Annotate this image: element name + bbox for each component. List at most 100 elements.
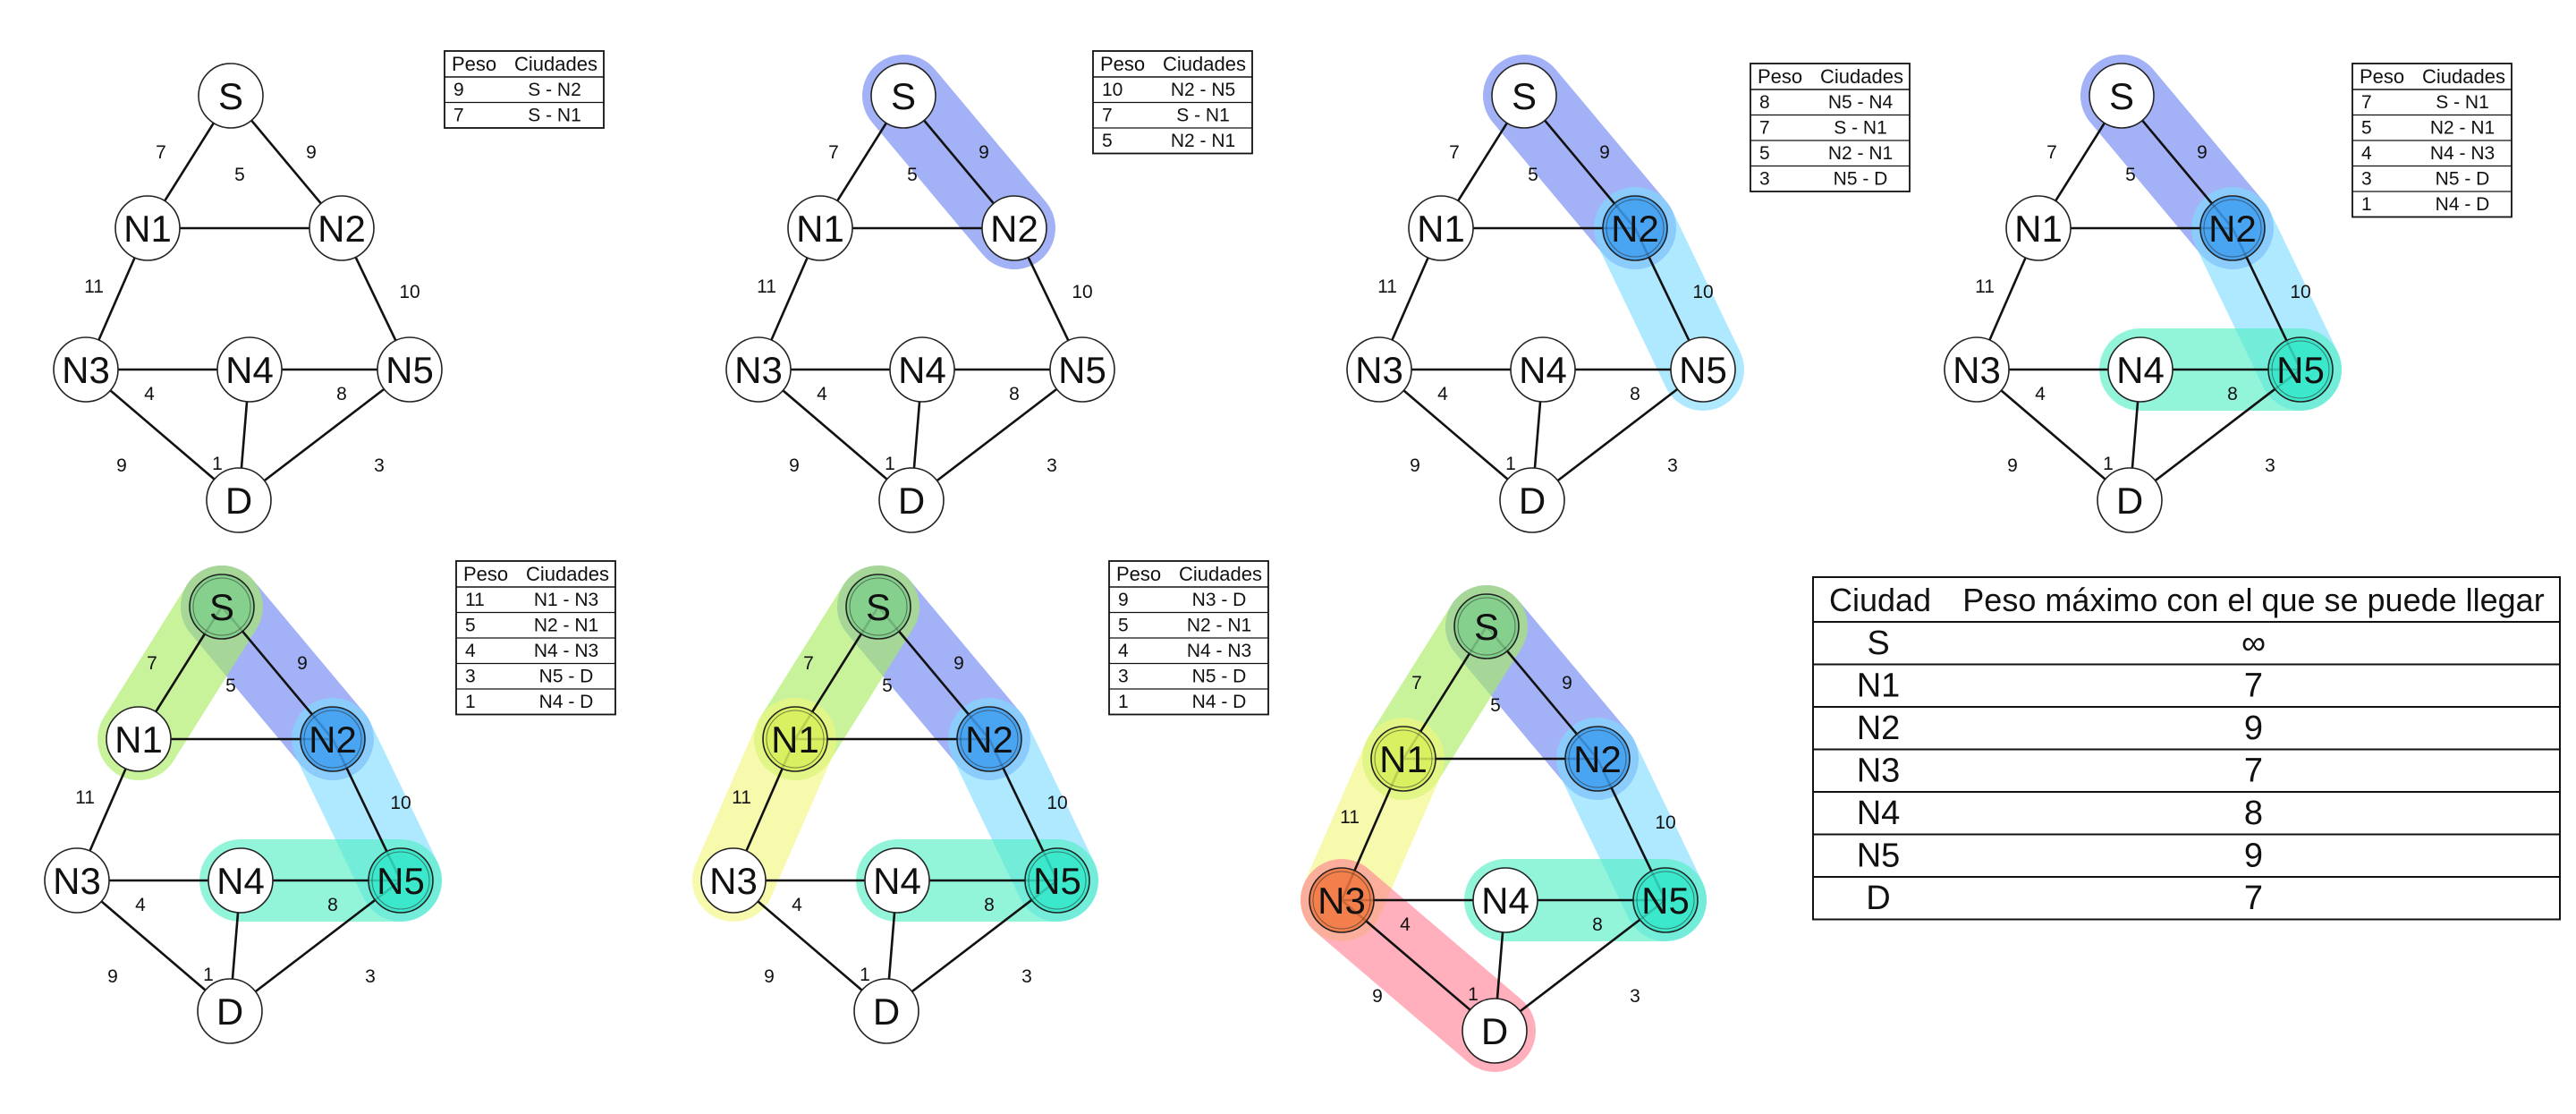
node-label-N1: N1: [114, 719, 163, 761]
table-cell-weight: 7: [2361, 92, 2372, 113]
node-ring-S: [1457, 597, 1516, 656]
table-header-weight: Peso: [1758, 65, 1802, 88]
table-cell-weight: 4: [465, 641, 476, 661]
table-cell-cities: S - N1: [528, 106, 581, 126]
edge-weight-S-N1: 7: [803, 653, 814, 674]
node-N5: [1670, 336, 1736, 403]
node-S: [870, 63, 936, 129]
edge-N3-D: [758, 369, 912, 501]
result-table: Ciudad Peso máximo con el que se puede ll…: [1812, 576, 2561, 921]
edge-weight-N4-D: 1: [1468, 984, 1479, 1005]
node-N2: [309, 195, 375, 261]
edge-weight-N2-N5: 10: [399, 282, 419, 302]
node-N1: [1370, 726, 1436, 792]
node-label-N2: N2: [318, 208, 366, 250]
node-D: [206, 467, 272, 533]
edge-N5-D: [911, 368, 1083, 502]
table-cell-cities: N2 - N1: [1171, 131, 1235, 151]
node-label-N4: N4: [898, 349, 946, 391]
node-D: [853, 978, 919, 1044]
table-cell-weight: 11: [465, 590, 485, 610]
table-cell-cities: S - N1: [1176, 106, 1230, 126]
table-cell-cities: N4 - N3: [2430, 143, 2495, 164]
edge-weight-N1-N2: 5: [907, 165, 918, 185]
node-S: [845, 574, 911, 640]
node-label-N1: N1: [796, 208, 844, 250]
node-ring-N2: [2203, 199, 2262, 258]
node-label-S: S: [1474, 606, 1499, 648]
edge-weight-N3-N4: 4: [144, 384, 155, 404]
node-N5: [1632, 867, 1699, 933]
table-cell-cities: N2 - N1: [1828, 143, 1893, 164]
node-D: [2097, 467, 2163, 533]
graph-step-1: 7 9 5 11 10 4 8 9 1 3 S N1 N2 N3 N4 N5 D: [53, 63, 443, 533]
edge-weight-N1-N2: 5: [234, 165, 245, 185]
table-cell-cities: N2 - N5: [1171, 80, 1235, 100]
node-label-N2: N2: [2208, 208, 2257, 250]
node-ring-N5: [371, 851, 430, 910]
edge-weight-N1-N3: 11: [1377, 276, 1397, 297]
edge-weight-N1-N3: 11: [1975, 276, 1995, 297]
edge-weight-N3-D: 9: [107, 966, 118, 987]
node-label-S: S: [891, 75, 916, 117]
edge-weight-N1-N2: 5: [882, 676, 893, 696]
table-cell-cities: N3 - D: [1192, 590, 1247, 610]
edge-weight-N4-N5: 8: [327, 895, 338, 915]
node-label-S: S: [1512, 75, 1537, 117]
edge-weight-N4-N5: 8: [1630, 384, 1640, 404]
node-label-D: D: [2116, 480, 2143, 522]
node-N3: [1944, 336, 2010, 403]
table-cell-weight: 7: [1759, 118, 1770, 139]
table-cell-weight: 1: [465, 692, 476, 712]
edge-weight-N3-D: 9: [2007, 455, 2018, 476]
table-cell-cities: N4 - N3: [534, 641, 598, 661]
edge-weight-N2-N5: 10: [1692, 282, 1713, 302]
edge-weight-N1-N3: 11: [757, 276, 776, 297]
edge-weight-N1-N3: 11: [75, 787, 95, 808]
node-label-S: S: [2109, 75, 2134, 117]
node-ring-N1: [766, 710, 825, 769]
node-label-D: D: [873, 991, 900, 1033]
node-label-N2: N2: [309, 719, 357, 761]
edge-N5-D: [1494, 898, 1666, 1033]
table-cell-cities: N4 - D: [2436, 194, 2490, 215]
node-N5: [2267, 336, 2334, 403]
edge-weight-S-N2: 9: [979, 142, 989, 163]
node-ring-N2: [1568, 729, 1627, 788]
node-label-N5: N5: [377, 860, 425, 902]
result-cell-city: N4: [1857, 795, 1901, 832]
node-N1: [114, 195, 181, 261]
edge-weight-N4-N5: 8: [1592, 914, 1603, 935]
node-N3: [700, 847, 767, 914]
edge-weight-N5-D: 3: [1630, 986, 1640, 1007]
node-N4: [864, 847, 930, 914]
edge-weight-N3-D: 9: [1372, 986, 1383, 1007]
result-cell-city: N1: [1857, 668, 1901, 705]
edge-weight-N4-D: 1: [212, 454, 223, 474]
node-N2: [981, 195, 1047, 261]
node-S: [2089, 63, 2155, 129]
edge-weight-N5-D: 3: [374, 455, 385, 476]
edge-weight-S-N1: 7: [2046, 142, 2057, 163]
node-N2: [1602, 195, 1668, 261]
edge-weight-S-N2: 9: [1599, 142, 1610, 163]
table-cell-weight: 1: [1118, 692, 1129, 712]
node-D: [878, 467, 945, 533]
node-label-N1: N1: [771, 719, 819, 761]
edge-weight-N1-N3: 11: [732, 787, 751, 808]
priority-table-step-6: Peso Ciudades 9 N3 - D 5 N2 - N1 4 N4 - N3 3 N5 -…: [1108, 560, 1269, 716]
edge-weight-N4-N5: 8: [984, 895, 995, 915]
edge-weight-N3-N4: 4: [1400, 914, 1411, 935]
graph-step-4: 7 9 5 11 10 4 8 9 1 3 S N1 N2 N3 N4 N5 D: [1944, 55, 2342, 533]
table-border: [444, 50, 605, 129]
node-ring-N2: [1606, 199, 1665, 258]
table-header-cities: Ciudades: [1163, 53, 1246, 75]
edge-weight-S-N1: 7: [1449, 142, 1460, 163]
graph-step-7: 7 9 5 11 10 4 8 9 1 3 S N1 N2 N3 N4 N5 D: [1301, 585, 1707, 1072]
node-label-N5: N5: [386, 349, 434, 391]
node-label-N3: N3: [709, 860, 758, 902]
result-cell-weight: 9: [2244, 838, 2263, 875]
table-cell-cities: N5 - D: [539, 667, 594, 687]
edge-N5-D: [2129, 368, 2301, 502]
edge-weight-S-N1: 7: [828, 142, 839, 163]
